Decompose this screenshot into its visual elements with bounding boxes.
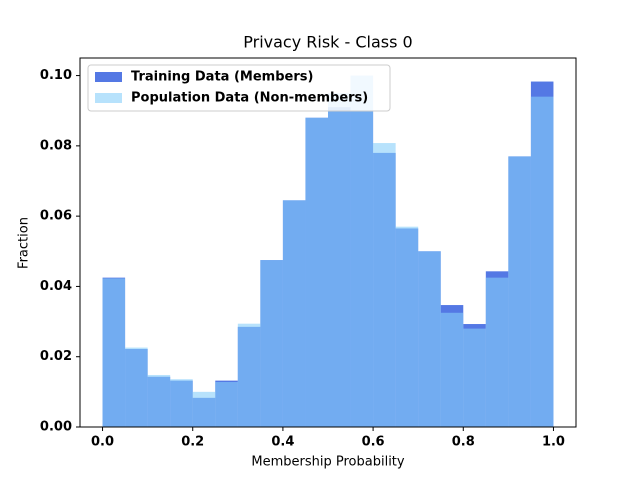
x-tick-label: 0.8 [452,435,475,450]
bar [147,374,171,427]
y-tick-label: 0.00 [40,420,72,435]
bar [485,277,509,427]
x-tick-label: 0.0 [91,435,114,450]
x-tick-label: 0.2 [181,435,204,450]
bar [170,379,193,427]
bar [440,312,464,427]
bar [102,278,126,427]
bar [125,347,148,427]
legend-box [87,64,391,112]
x-axis-label: Membership Probability [251,455,405,470]
bar [305,117,328,427]
legend-label: Population Data (Non-members) [131,91,368,106]
legend-label: Training Data (Members) [131,70,313,85]
bar [260,260,283,427]
bar [395,226,419,427]
bar [350,75,374,428]
bar [192,391,216,427]
plot-frame [79,57,577,428]
bar [282,200,306,427]
bar [463,328,486,427]
bar [530,96,554,428]
bar [328,93,351,428]
y-tick-label: 0.08 [40,138,72,153]
chart-title: Privacy Risk - Class 0 [243,33,412,52]
bar [418,251,441,427]
x-tick-label: 0.4 [271,435,294,450]
y-tick-label: 0.10 [40,68,72,83]
y-axis-label: Fraction [17,217,32,269]
x-tick-label: 1.0 [542,435,565,450]
bar [237,323,261,427]
legend-swatch [95,93,122,103]
y-tick-label: 0.02 [40,349,72,364]
x-tick-label: 0.6 [362,435,385,450]
bar [215,382,238,427]
bar [508,156,531,427]
y-tick-label: 0.04 [40,279,72,294]
legend-swatch [95,72,122,82]
bar [373,143,396,427]
y-tick-label: 0.06 [40,209,72,224]
